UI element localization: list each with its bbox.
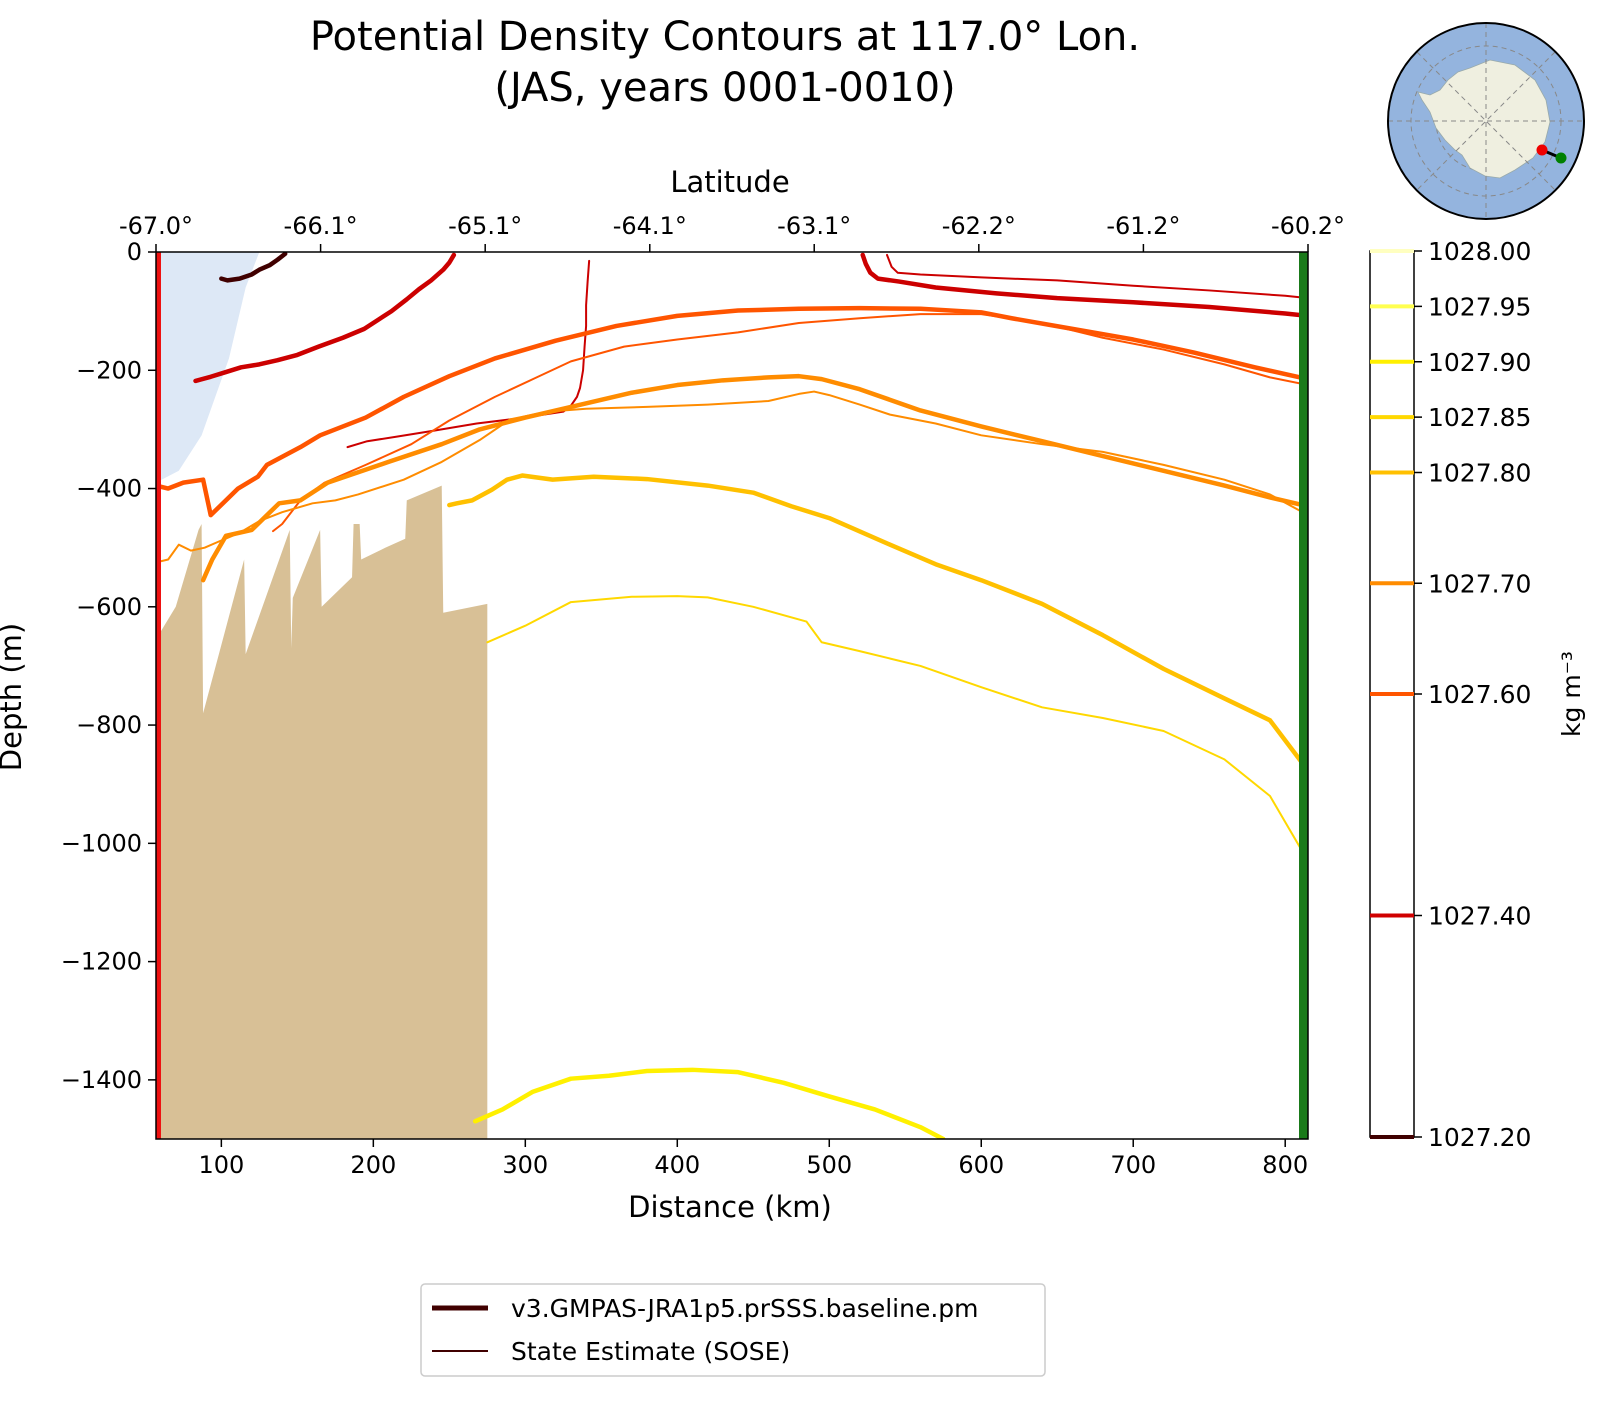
top-tick-label: -61.2° (1106, 212, 1180, 240)
contour-line-1027-80-thick-9 (447, 473, 1308, 773)
y-tick-label: −400 (76, 475, 142, 503)
y-axis: 0 −200 −400 −600 −800 −1000 −1200 −1400 (61, 238, 156, 1094)
y-tick-label: −200 (76, 356, 142, 384)
top-tick-label: -64.1° (613, 212, 687, 240)
colorbar-tick-label: 1027.85 (1428, 403, 1531, 432)
x-tick-label: 300 (502, 1151, 548, 1179)
section-start-marker (1536, 144, 1548, 156)
chart-title: Potential Density Contours at 117.0° Lon… (310, 14, 1140, 60)
plot-area (155, 251, 1309, 1140)
top-axis: -67.0° -66.1° -65.1° -64.1° -63.1° -62.2° -61.… (119, 212, 1345, 252)
map-border (1387, 22, 1585, 220)
x-tick-label: 600 (958, 1151, 1004, 1179)
x-axis: 100 200 300 400 500 600 700 800 (198, 1139, 1308, 1179)
y-axis-title: Depth (m) (0, 623, 28, 771)
colorbar-tick-label: 1027.20 (1428, 1123, 1531, 1152)
contour-line-1027-20-thick-0 (219, 252, 288, 283)
chart-subtitle: (JAS, years 0001-0010) (494, 65, 955, 111)
map-grid-meridian (1416, 51, 1556, 191)
section-end-line (1299, 252, 1308, 1139)
legend-label-model: v3.GMPAS-JRA1p5.prSSS.baseline.pm (511, 1294, 979, 1323)
x-tick-label: 700 (1110, 1151, 1156, 1179)
colorbar: 1028.00 1027.95 1027.90 1027.85 1027.80 1027.… (1369, 237, 1586, 1152)
contour-line-1027-90-thick-11 (472, 1067, 946, 1139)
colorbar-label: kg m⁻³ (1557, 651, 1586, 737)
section-start-line (156, 252, 161, 1139)
contour-line-1027-40-thin-4 (886, 253, 1308, 300)
top-tick-label: -66.1° (284, 212, 358, 240)
y-tick-label: −600 (76, 593, 142, 621)
top-tick-label: -67.0° (119, 212, 193, 240)
x-tick-label: 400 (654, 1151, 700, 1179)
top-axis-title: Latitude (670, 165, 789, 199)
bathymetry (156, 485, 488, 1139)
contour-line-1027-60-thin-6 (272, 313, 1308, 533)
y-tick-label: −1000 (61, 829, 142, 857)
legend: v3.GMPAS-JRA1p5.prSSS.baseline.pm State … (420, 1283, 1046, 1377)
ice-shelf (156, 252, 260, 483)
plot-frame (155, 251, 1309, 1140)
top-tick-label: -62.2° (942, 212, 1016, 240)
contour-line-1027-70-thin-8 (156, 390, 1308, 564)
x-tick-label: 500 (806, 1151, 852, 1179)
x-tick-label: 800 (1262, 1151, 1308, 1179)
colorbar-tick-label: 1027.95 (1428, 292, 1531, 321)
y-tick-label: 0 (127, 238, 142, 266)
y-tick-label: −1200 (61, 948, 142, 976)
plot-content (156, 252, 1308, 1139)
x-axis-title: Distance (km) (628, 1190, 832, 1224)
y-tick-label: −800 (76, 711, 142, 739)
top-tick-label: -60.2° (1271, 212, 1345, 240)
map-grid-meridian (1416, 51, 1556, 191)
contour-line-1027-40-thick-1 (193, 252, 457, 384)
location-map (1387, 22, 1585, 220)
x-tick-label: 200 (350, 1151, 396, 1179)
legend-box (420, 1283, 1046, 1377)
top-tick-label: -65.1° (448, 212, 522, 240)
section-end-marker (1555, 152, 1567, 164)
colorbar-tick-label: 1027.90 (1428, 348, 1531, 377)
contour-line-1027-85-thin-10 (486, 595, 1308, 863)
colorbar-tick-label: 1027.40 (1428, 902, 1531, 931)
contour-line-1027-40-thick-2 (860, 252, 1308, 319)
x-tick-label: 100 (198, 1151, 244, 1179)
colorbar-tick-label: 1027.70 (1428, 569, 1531, 598)
colorbar-ticks: 1028.00 1027.95 1027.90 1027.85 1027.80 1027.… (1370, 237, 1531, 1152)
y-tick-label: −1400 (61, 1066, 142, 1094)
colorbar-tick-label: 1028.00 (1428, 237, 1531, 266)
colorbar-tick-label: 1027.60 (1428, 680, 1531, 709)
legend-label-sose: State Estimate (SOSE) (511, 1337, 790, 1366)
top-tick-label: -63.1° (777, 212, 851, 240)
colorbar-tick-label: 1027.80 (1428, 459, 1531, 488)
